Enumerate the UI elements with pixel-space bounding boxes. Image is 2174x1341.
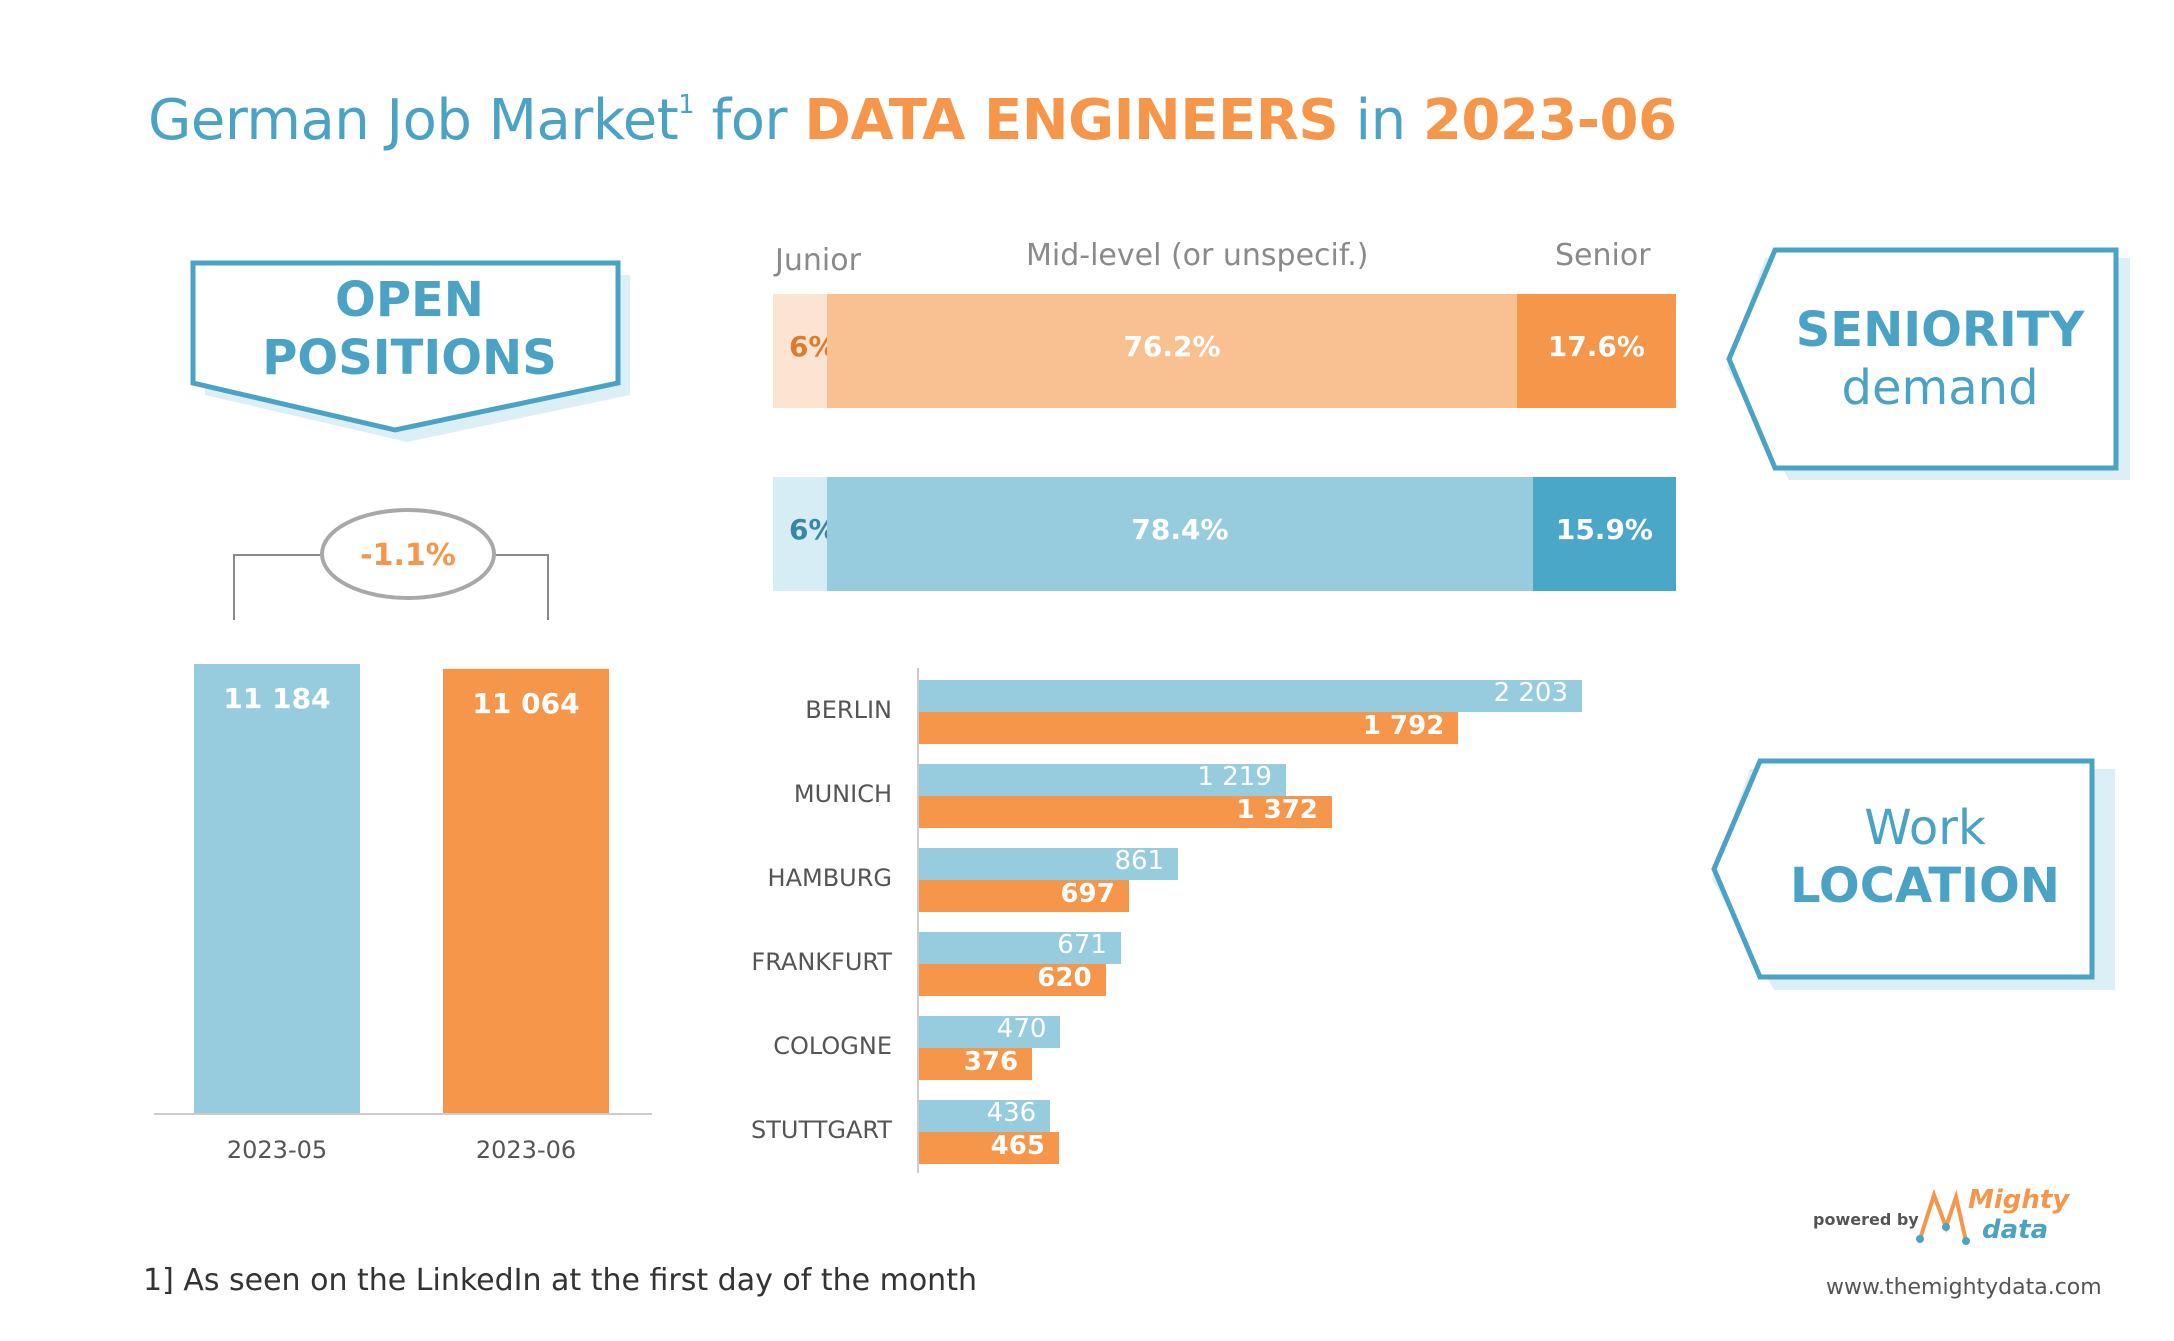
location-value-curr: 376	[963, 1047, 1019, 1077]
open-positions-label: OPEN POSITIONS	[262, 272, 557, 386]
powered-by-label: powered by	[1813, 1210, 1919, 1229]
location-bar-prev	[919, 1016, 1061, 1048]
title-prefix: German Job Market	[148, 88, 679, 153]
location-axis-line	[917, 668, 919, 1173]
seniority-value-label: 76.2%	[1123, 330, 1221, 363]
title-role: DATA ENGINEERS	[804, 88, 1339, 153]
city-label: HAMBURG	[767, 864, 892, 892]
change-ellipse	[320, 508, 496, 600]
location-value-prev: 671	[1057, 930, 1107, 960]
location-bar-curr	[919, 964, 1106, 996]
bar-2023-05	[194, 664, 360, 1114]
bar-value-label: 11 064	[472, 687, 579, 720]
location-value-curr: 1 372	[1236, 795, 1318, 825]
change-label: -1.1%	[360, 538, 456, 573]
location-value-curr: 697	[1060, 879, 1115, 909]
location-value-prev: 1 219	[1197, 762, 1272, 792]
location-bar-prev	[919, 932, 1121, 964]
seniority-segment	[827, 477, 1533, 591]
location-bar-curr	[919, 880, 1129, 912]
city-label: STUTTGART	[751, 1116, 892, 1144]
location-bar-prev	[919, 680, 1582, 712]
change-bracket-left	[233, 554, 322, 620]
work-location-label: Work LOCATION	[1790, 800, 2060, 914]
seniority-label: SENIORITY demand	[1795, 302, 2085, 416]
footnote: 1] As seen on the LinkedIn at the first …	[143, 1263, 977, 1298]
open-positions-callout	[190, 260, 630, 442]
location-value-prev: 861	[1114, 846, 1165, 876]
page-title: German Job Market1 for DATA ENGINEERS in…	[148, 88, 1677, 153]
location-value-curr: 465	[990, 1131, 1045, 1161]
city-label: BERLIN	[805, 696, 892, 724]
location-value-prev: 470	[996, 1014, 1047, 1044]
x-tick-label: 2023-05	[227, 1136, 327, 1164]
title-mid: for	[694, 88, 805, 153]
seniority-value-label: 15.9%	[1555, 513, 1653, 546]
seniority-segment	[1532, 477, 1676, 591]
seniority-header-mid: Mid-level (or unspecif.)	[1026, 238, 1369, 273]
mightydata-logo: Mighty data	[1912, 1183, 2069, 1253]
change-bracket-right	[494, 554, 549, 620]
location-chart: BERLIN 2 203 1 792 MUNICH 1 219 1 372 HAMBURG 8…	[751, 668, 1582, 1173]
logo-word-data: data	[1982, 1215, 2049, 1245]
x-tick-label: 2023-06	[476, 1136, 576, 1164]
city-label: MUNICH	[793, 780, 892, 808]
city-label: FRANKFURT	[751, 948, 892, 976]
website-link[interactable]: www.themightydata.com	[1826, 1275, 2102, 1300]
seniority-segment	[1516, 294, 1676, 408]
location-value-curr: 620	[1037, 963, 1092, 993]
seniority-segment	[773, 477, 828, 591]
location-bar-curr	[919, 796, 1332, 828]
location-value-prev: 436	[986, 1098, 1037, 1128]
location-bar-curr	[919, 1132, 1059, 1164]
location-bar-prev	[919, 764, 1286, 796]
seniority-segment	[827, 294, 1517, 408]
seniority-chart: Junior Mid-level (or unspecif.) Senior 6% 76…	[0, 0, 1700, 620]
location-value-curr: 1 792	[1362, 711, 1445, 741]
title-in: in	[1338, 88, 1423, 153]
work-location-callout	[1711, 758, 2115, 990]
seniority-segment	[773, 294, 828, 408]
title-footnote-mark: 1	[678, 90, 695, 121]
logo-word-mighty: Mighty	[1968, 1185, 2070, 1215]
location-bar-prev	[919, 1100, 1051, 1132]
title-period: 2023-06	[1422, 88, 1677, 153]
seniority-header-senior: Senior	[1555, 238, 1651, 273]
seniority-value-label: 17.6%	[1547, 330, 1645, 363]
logo-mark-icon	[1916, 1188, 1970, 1245]
location-bar-prev	[919, 848, 1179, 880]
seniority-value-label: 78.4%	[1131, 513, 1229, 546]
bar-2023-06	[443, 668, 609, 1114]
location-bar-curr	[919, 1048, 1033, 1080]
seniority-header-junior: Junior	[775, 243, 861, 278]
location-value-prev: 2 203	[1493, 678, 1568, 708]
open-positions-chart: 11 184 2023-05 11 064 2023-06 -1.1%	[154, 508, 652, 1164]
location-bar-curr	[919, 712, 1459, 744]
bar-value-label: 11 184	[223, 682, 330, 715]
city-label: COLOGNE	[773, 1032, 892, 1060]
seniority-callout	[1726, 247, 2130, 480]
